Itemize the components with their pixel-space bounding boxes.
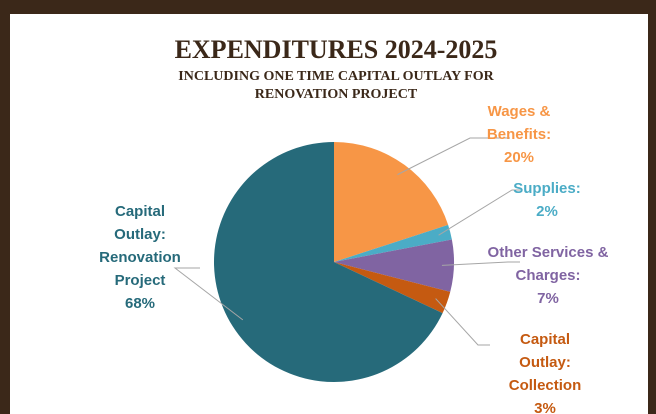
pie-slice (334, 142, 449, 262)
category-label: Capital Outlay: Renovation Project (99, 203, 181, 289)
slice-label: Wages & Benefits: 20% (474, 100, 564, 169)
value-label: 68% (124, 295, 156, 312)
category-label: Wages & Benefits: (486, 103, 552, 143)
pie-slice (214, 142, 443, 382)
chart-subtitle: RENOVATION PROJECT (255, 87, 418, 102)
leader-line (441, 261, 520, 266)
pie-slice (334, 262, 451, 314)
leader-line (435, 298, 490, 346)
slice-label: Other Services & Charges: 7% (483, 241, 613, 310)
slice-label: Capital Outlay: Renovation Project 68% (90, 200, 190, 315)
value-label: 2% (536, 203, 558, 220)
leader-line (397, 137, 510, 176)
value-label: 7% (537, 290, 559, 307)
slice-label: Supplies: 2% (502, 177, 592, 223)
leader-line (173, 267, 244, 321)
chart-subtitle: INCLUDING ONE TIME CAPITAL OUTLAY FOR (178, 69, 494, 84)
pie-slice (334, 239, 455, 292)
slice-label: Capital Outlay: Collection 3% (500, 328, 590, 414)
value-label: 20% (503, 149, 535, 166)
leader-line (438, 189, 520, 236)
category-label: Capital Outlay: Collection (508, 331, 582, 394)
category-label: Supplies: (513, 180, 581, 197)
chart-title: EXPENDITURES 2024-2025 (175, 35, 498, 64)
value-label: 3% (534, 400, 556, 414)
category-label: Other Services & Charges: (487, 244, 609, 284)
pie-slice (334, 224, 452, 262)
